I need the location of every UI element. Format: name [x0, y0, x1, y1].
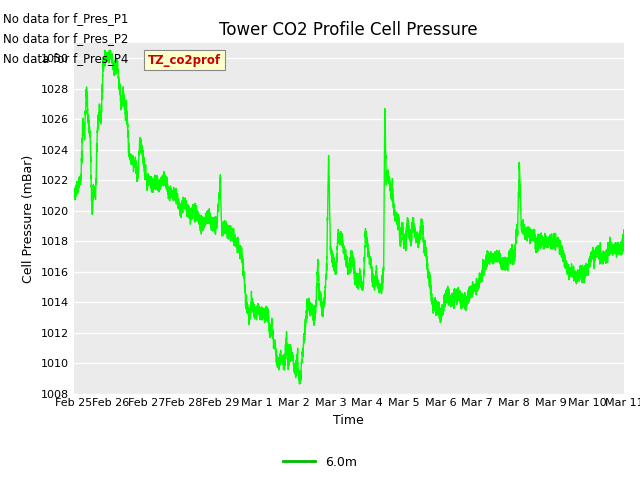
Text: No data for f_Pres_P4: No data for f_Pres_P4: [3, 52, 129, 65]
Title: Tower CO2 Profile Cell Pressure: Tower CO2 Profile Cell Pressure: [220, 21, 478, 39]
Text: No data for f_Pres_P2: No data for f_Pres_P2: [3, 32, 129, 45]
Y-axis label: Cell Pressure (mBar): Cell Pressure (mBar): [22, 154, 35, 283]
X-axis label: Time: Time: [333, 414, 364, 427]
Legend: 6.0m: 6.0m: [278, 451, 362, 474]
Text: No data for f_Pres_P1: No data for f_Pres_P1: [3, 12, 129, 25]
Text: TZ_co2prof: TZ_co2prof: [148, 54, 221, 67]
